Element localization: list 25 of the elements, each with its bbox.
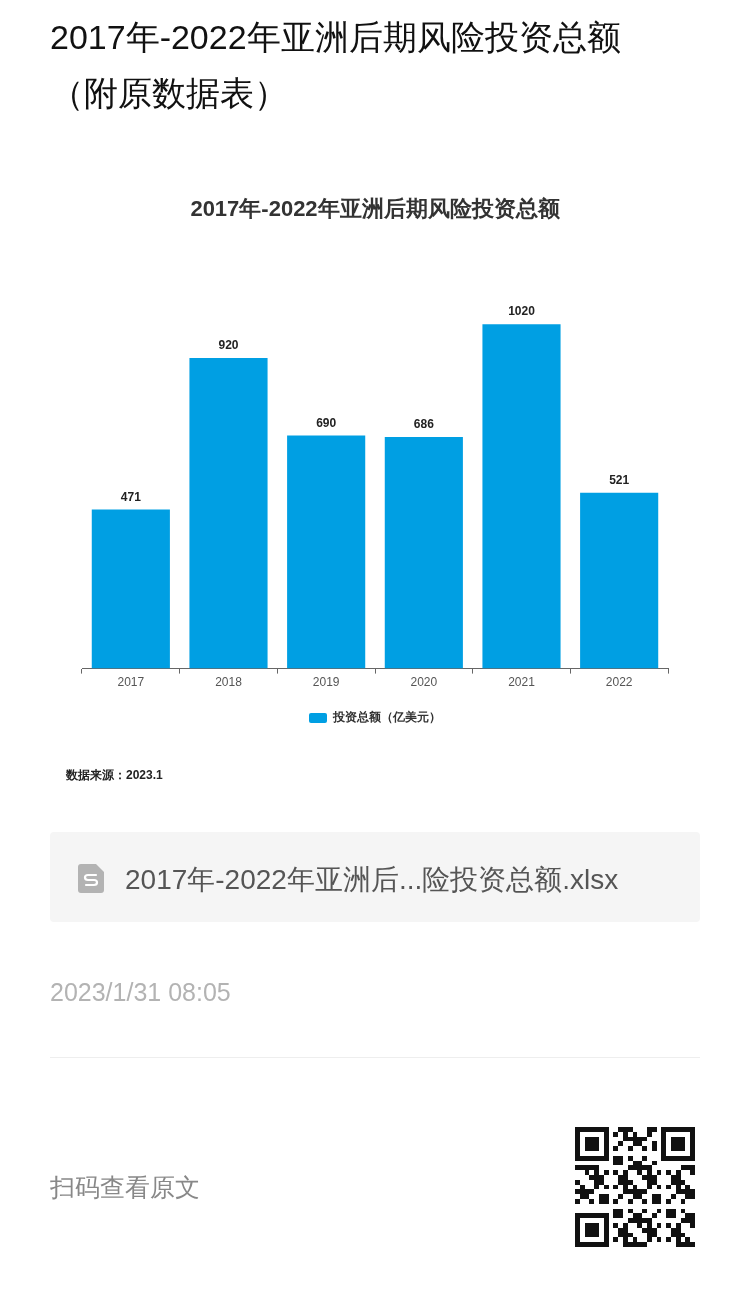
- data-label: 686: [413, 417, 435, 432]
- x-tick-label: 2022: [605, 675, 633, 690]
- data-label: 920: [218, 338, 239, 353]
- x-tick-label: 2021: [508, 675, 536, 690]
- bar: [384, 436, 463, 669]
- chart-title: 2017年-2022年亚洲后期风险投资总额: [190, 196, 561, 222]
- data-label: 471: [120, 489, 142, 504]
- bar: [482, 324, 561, 669]
- source-note: 数据来源：2023.1: [66, 767, 163, 784]
- text: 2017年-2022年亚洲后...险投资总额.xlsx: [125, 863, 619, 897]
- text: 2023/1/31 08:05: [50, 977, 231, 1007]
- data-label: 521: [609, 472, 630, 487]
- text: 2017年-2022年亚洲后期风险投资总额（附原数据表）: [50, 17, 622, 114]
- x-tick-label: 2018: [215, 675, 243, 690]
- text: 扫码查看原文: [50, 1172, 200, 1202]
- legend-label: 投资总额（亿美元）: [332, 710, 441, 725]
- bar: [189, 357, 268, 669]
- data-label: 690: [316, 415, 337, 430]
- x-tick-label: 2020: [410, 675, 438, 690]
- x-tick-label: 2019: [312, 675, 340, 690]
- data-label: 1020: [508, 304, 536, 319]
- bar: [91, 509, 170, 669]
- bar: [287, 435, 366, 669]
- x-tick-label: 2017: [117, 675, 145, 690]
- bar: [580, 492, 659, 669]
